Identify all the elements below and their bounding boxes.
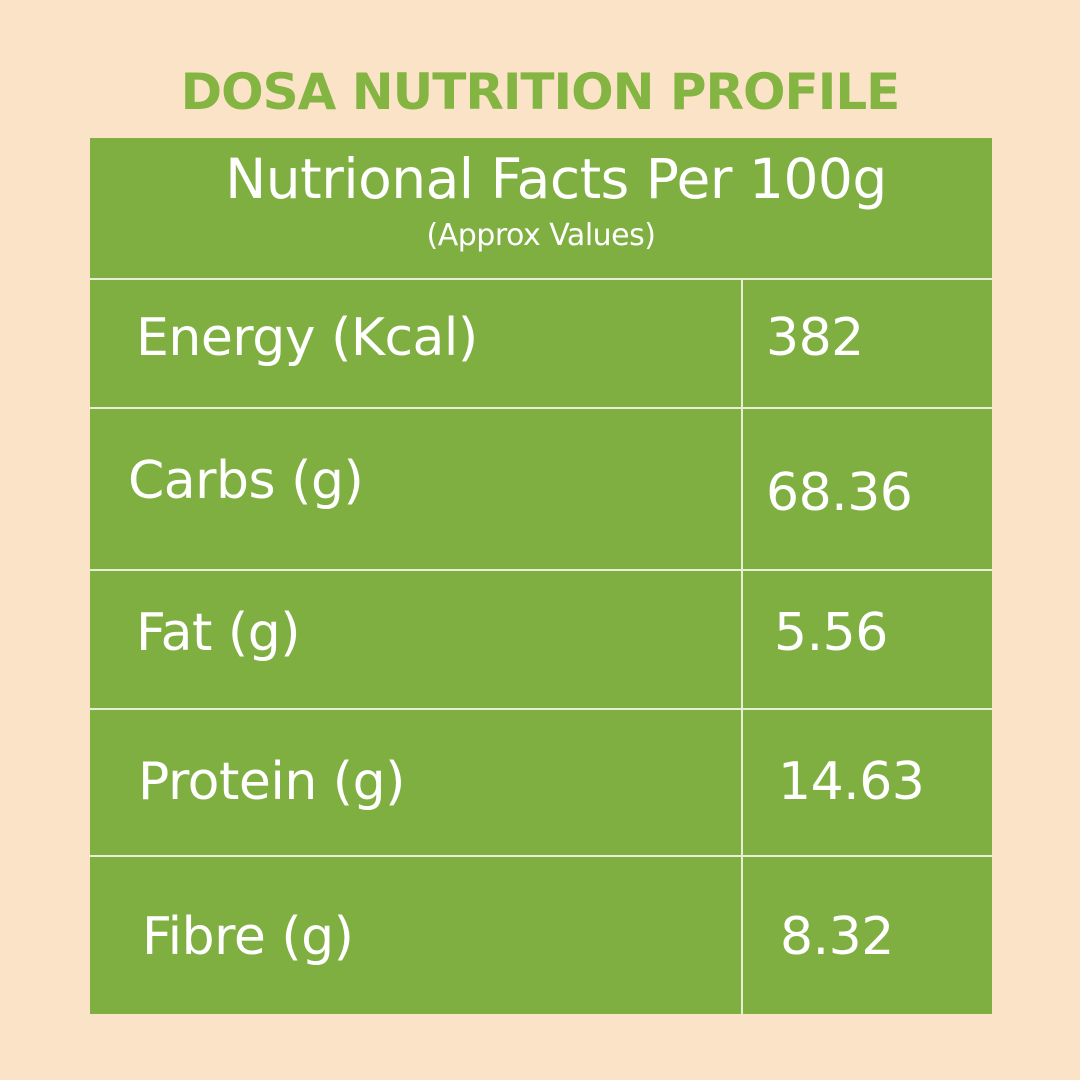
row-divider [90,708,992,710]
table-row: Fibre (g) 8.32 [90,857,992,1014]
row-value: 14.63 [778,752,925,812]
row-label: Energy (Kcal) [136,308,478,368]
row-divider [90,569,992,571]
row-label: Fat (g) [136,603,301,663]
table-row: Fat (g) 5.56 [90,571,992,708]
row-label: Fibre (g) [142,907,354,967]
page-title: DOSA NUTRITION PROFILE [180,63,901,121]
table-row: Carbs (g) 68.36 [90,409,992,569]
nutrition-table: Nutrional Facts Per 100g (Approx Values)… [90,138,992,1014]
row-value: 68.36 [766,463,913,523]
table-row: Protein (g) 14.63 [90,710,992,855]
row-divider [90,278,992,280]
row-label: Carbs (g) [128,451,364,511]
row-label: Protein (g) [138,752,405,812]
row-value: 5.56 [774,603,888,663]
column-divider [741,279,743,1014]
table-header-subtitle: (Approx Values) [426,218,656,253]
row-divider [90,407,992,409]
table-row: Energy (Kcal) 382 [90,280,992,407]
row-divider [90,855,992,857]
row-value: 8.32 [780,907,894,967]
table-header: Nutrional Facts Per 100g (Approx Values) [90,138,992,279]
row-value: 382 [766,308,864,368]
table-header-title: Nutrional Facts Per 100g [225,147,887,211]
